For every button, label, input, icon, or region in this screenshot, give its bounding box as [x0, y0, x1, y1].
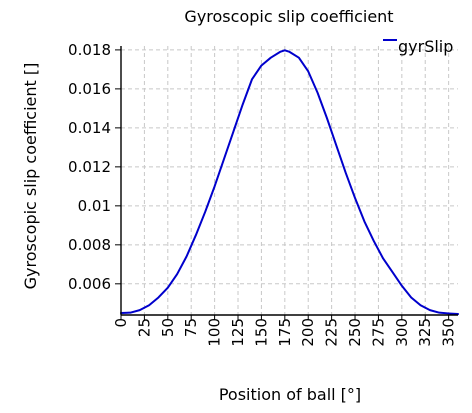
- x-tick-label: 25: [135, 318, 153, 337]
- y-tick-label: 0.008: [68, 236, 111, 254]
- x-tick-label: 125: [229, 318, 247, 347]
- x-tick-label: 300: [393, 318, 411, 347]
- x-tick-label: 250: [346, 318, 364, 347]
- y-tick-label: 0.014: [68, 119, 111, 137]
- x-tick-label: 0: [112, 318, 130, 328]
- x-tick-label: 325: [416, 318, 434, 347]
- y-tick-label: 0.006: [68, 275, 111, 293]
- x-tick-label: 275: [369, 318, 387, 347]
- y-tick-label: 0.012: [68, 158, 111, 176]
- tick-layer: 0 25 50 75 100 125 150 175 200 225 250 275 300 325 350…: [68, 41, 458, 347]
- x-tick-label: 150: [252, 318, 270, 347]
- x-tick-label: 175: [276, 318, 294, 347]
- chart-title: Gyroscopic slip coefficient: [184, 7, 393, 26]
- y-tick-label: 0.01: [78, 197, 111, 215]
- series-layer: [120, 49, 459, 316]
- x-tick-label: 225: [323, 318, 341, 347]
- x-tick-label: 350: [440, 318, 458, 347]
- x-tick-label: 50: [159, 318, 177, 337]
- gyrslip-series-line: [120, 49, 459, 316]
- x-tick-label: 100: [206, 318, 224, 347]
- x-tick-label: 75: [182, 318, 200, 337]
- legend-series-label: gyrSlip: [398, 37, 453, 56]
- y-tick-label: 0.016: [68, 80, 111, 98]
- y-axis-label: Gyroscopic slip coefficient []: [21, 63, 40, 290]
- grid-layer: [120, 46, 458, 315]
- x-axis-label: Position of ball [°]: [219, 385, 361, 404]
- y-tick-label: 0.018: [68, 41, 111, 59]
- x-tick-label: 200: [299, 318, 317, 347]
- chart-legend: gyrSlip: [383, 37, 453, 56]
